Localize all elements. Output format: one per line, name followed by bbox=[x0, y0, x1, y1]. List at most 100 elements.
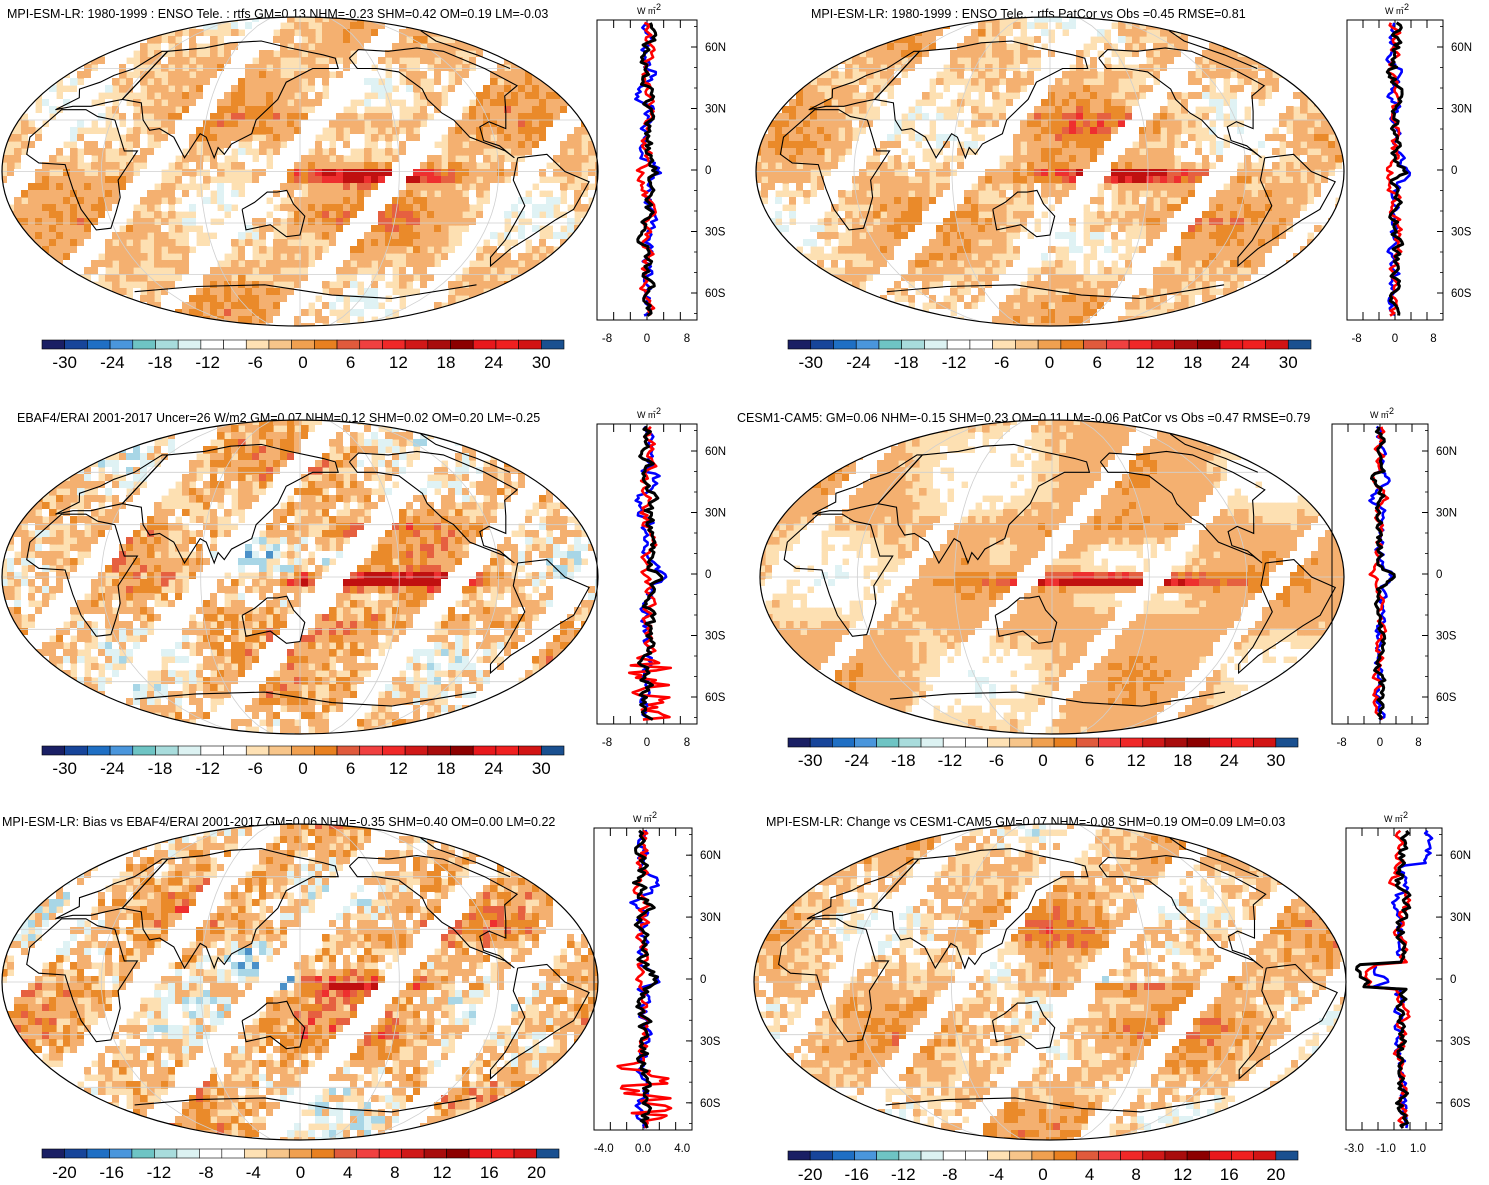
lat-tick-label: 0 bbox=[1451, 165, 1457, 177]
panel-p6: MPI-ESM-LR: Change vs CESM1-CAM5 GM=0.07… bbox=[753, 810, 1471, 1184]
colorbar-box bbox=[64, 745, 88, 756]
profile-line-blue bbox=[629, 829, 661, 1129]
map-border bbox=[1, 16, 599, 327]
lat-tick-label: 30N bbox=[705, 508, 726, 520]
colorbar-label: 4 bbox=[343, 1163, 352, 1182]
colorbar-box bbox=[177, 339, 202, 350]
colorbar-label: 30 bbox=[532, 353, 551, 372]
colorbar-label: 20 bbox=[527, 1163, 546, 1182]
colorbar-box bbox=[64, 1148, 88, 1159]
colorbar: -30 -24 -18 -12 -6 0 6 12 18 24 30 bbox=[787, 737, 1299, 770]
lat-tick-label: 30N bbox=[700, 912, 721, 924]
colorbar-label: 6 bbox=[346, 759, 355, 778]
colorbar-label: 18 bbox=[437, 353, 456, 372]
colorbar: -20 -16 -12 -8 -4 0 4 8 12 16 20 bbox=[787, 1150, 1299, 1184]
coastline-asia bbox=[873, 40, 1089, 160]
coastline-asia bbox=[121, 443, 339, 565]
coastline-samerica bbox=[1238, 559, 1337, 675]
colorbar-box bbox=[268, 745, 292, 756]
colorbar-label: -30 bbox=[798, 751, 823, 770]
panel-title: CESM1-CAM5: GM=0.06 NHM=-0.15 SHM=0.23 O… bbox=[737, 411, 1310, 425]
colorbar-label: 0 bbox=[1038, 751, 1047, 770]
coastlines bbox=[26, 837, 590, 1113]
colorbar-box bbox=[541, 745, 565, 756]
colorbar-box bbox=[221, 1148, 245, 1159]
colorbar-label: -12 bbox=[891, 1165, 916, 1184]
colorbar-box bbox=[311, 1148, 335, 1159]
colorbar-label: 30 bbox=[532, 759, 551, 778]
colorbar-box bbox=[495, 339, 519, 350]
colorbar-label: -12 bbox=[195, 759, 220, 778]
colorbar-box bbox=[87, 745, 111, 756]
panel-p1: MPI-ESM-LR: 1980-1999 : ENSO Tele. : rtf… bbox=[1, 2, 726, 372]
colorbar-label: -18 bbox=[894, 353, 919, 372]
colorbar-label: 0 bbox=[296, 1163, 305, 1182]
colorbar-box bbox=[787, 339, 812, 350]
colorbar-label: 12 bbox=[389, 759, 408, 778]
coastline-australia bbox=[992, 189, 1056, 238]
colorbar-label: 0 bbox=[1038, 1165, 1047, 1184]
coastline-australia bbox=[991, 1000, 1056, 1050]
colorbar-label: -6 bbox=[994, 353, 1009, 372]
colorbar-label: -30 bbox=[52, 759, 77, 778]
coastline-europe bbox=[808, 50, 921, 111]
profile-x-tick-label: -8 bbox=[1351, 333, 1361, 345]
colorbar-label: 20 bbox=[1266, 1165, 1285, 1184]
colorbar-box bbox=[472, 745, 497, 756]
colorbar-box bbox=[131, 1148, 155, 1159]
profile-unit-exponent: -2 bbox=[653, 2, 661, 12]
lat-tick-label: 0 bbox=[705, 165, 711, 177]
profile-unit: W m bbox=[637, 6, 656, 16]
panel-title: MPI-ESM-LR: 1980-1999 : ENSO Tele. : rtf… bbox=[7, 7, 548, 21]
coastline-antarctica bbox=[134, 691, 477, 707]
colorbar-box bbox=[1242, 339, 1266, 350]
coastline-asia bbox=[872, 848, 1089, 970]
colorbar-box bbox=[1142, 1150, 1166, 1161]
colorbar-label: 24 bbox=[1220, 751, 1239, 770]
panel-title: MPI-ESM-LR: 1980-1999 : ENSO Tele. : rtf… bbox=[811, 7, 1246, 21]
lat-tick-label: 30N bbox=[1450, 912, 1471, 924]
colorbar-label: -20 bbox=[798, 1165, 823, 1184]
colorbar-box bbox=[450, 745, 474, 756]
coastline-samerica bbox=[489, 559, 590, 675]
colorbar-box bbox=[155, 339, 179, 350]
colorbar-box bbox=[1287, 339, 1312, 350]
colorbar-label: 0 bbox=[1045, 353, 1054, 372]
coastline-namerica bbox=[1098, 855, 1267, 969]
colorbar-box bbox=[223, 745, 247, 756]
colorbar-box bbox=[787, 737, 811, 748]
coastline-antarctica bbox=[134, 1097, 477, 1113]
profile-x-tick-label: 8 bbox=[684, 737, 690, 749]
map-gridlines bbox=[760, 420, 1344, 734]
profile-unit: W m bbox=[633, 814, 652, 824]
colorbar-label: -8 bbox=[942, 1165, 957, 1184]
colorbar-box bbox=[854, 1150, 877, 1161]
colorbar-box bbox=[1164, 1150, 1188, 1161]
lat-tick-label: 30S bbox=[1451, 227, 1472, 239]
colorbar-box bbox=[787, 1150, 811, 1161]
colorbar-box bbox=[359, 339, 383, 350]
colorbar-box bbox=[423, 1148, 447, 1159]
colorbar-box bbox=[1219, 339, 1244, 350]
colorbar-box bbox=[1053, 737, 1077, 748]
profile-x-tick-label: 8 bbox=[1430, 333, 1436, 345]
coastline-africa bbox=[26, 109, 139, 231]
map-border bbox=[1, 823, 599, 1141]
colorbar-box bbox=[288, 1148, 313, 1159]
colorbar: -30 -24 -18 -12 -6 0 6 12 18 24 30 bbox=[787, 339, 1312, 372]
colorbar-box bbox=[1037, 339, 1062, 350]
lat-tick-label: 60N bbox=[705, 446, 726, 458]
colorbar-box bbox=[64, 339, 88, 350]
colorbar-box bbox=[1075, 737, 1099, 748]
coastline-europe bbox=[55, 50, 169, 111]
profile-x-tick-label: -1.0 bbox=[1376, 1143, 1396, 1155]
colorbar-label: 12 bbox=[433, 1163, 452, 1182]
colorbar-label: -6 bbox=[989, 751, 1004, 770]
colorbar-box bbox=[1098, 737, 1121, 748]
zonal-profile: W m-2 -8 0 8 60N 30N 0 30S 60S bbox=[1331, 406, 1457, 749]
colorbar-box bbox=[832, 737, 855, 748]
colorbar-box bbox=[356, 1148, 380, 1159]
colorbar-label: 12 bbox=[1127, 751, 1146, 770]
colorbar-box bbox=[1186, 737, 1210, 748]
colorbar-box bbox=[314, 745, 338, 756]
